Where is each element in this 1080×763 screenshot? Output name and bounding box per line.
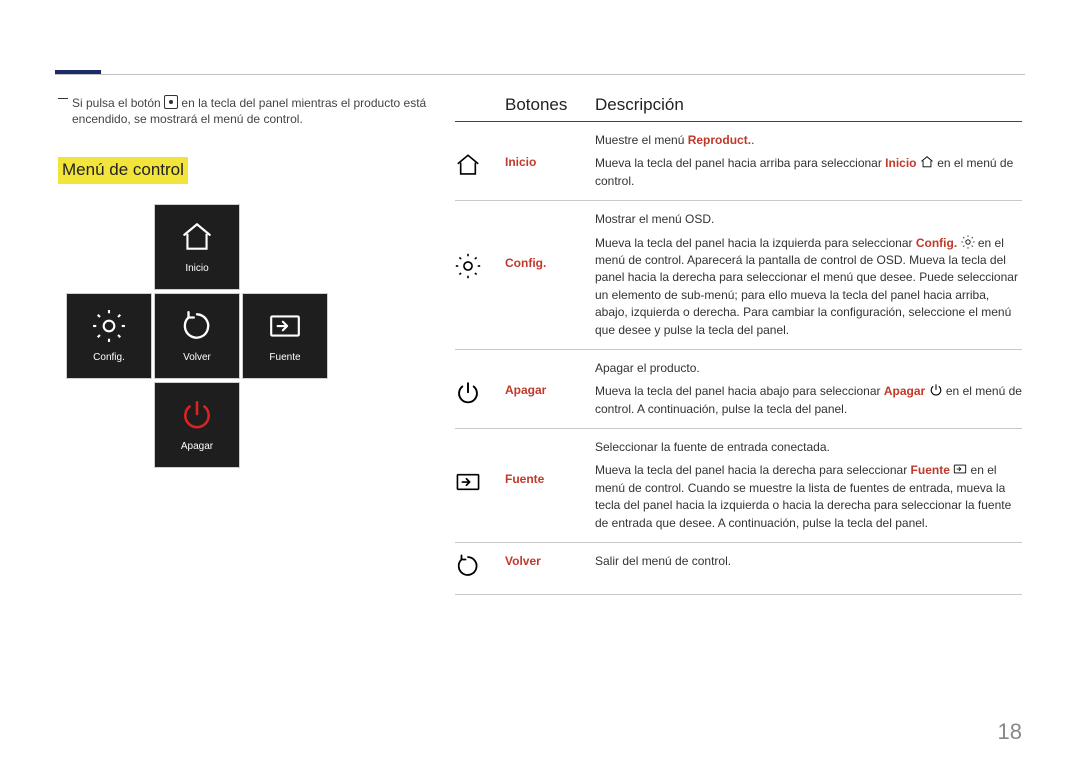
note-pre: Si pulsa el botón xyxy=(72,96,164,110)
row-icon xyxy=(455,360,505,418)
table-row: Volver Salir del menú de control. xyxy=(455,543,1022,595)
table-row: Fuente Seleccionar la fuente de entrada … xyxy=(455,429,1022,543)
tile-apagar-label: Apagar xyxy=(181,440,213,454)
tile-apagar: Apagar xyxy=(154,382,240,468)
table-row: Config. Mostrar el menú OSD. Mueva la te… xyxy=(455,201,1022,350)
tile-volver-label: Volver xyxy=(183,351,211,365)
left-column: Si pulsa el botón en la tecla del panel … xyxy=(58,95,428,484)
control-menu-diagram: Inicio Config. Volver Fuente Apagar xyxy=(58,204,338,484)
source-icon xyxy=(268,309,302,343)
th-botones: Botones xyxy=(505,95,595,115)
tile-inicio-label: Inicio xyxy=(185,262,208,276)
home-icon xyxy=(180,220,214,254)
page-number: 18 xyxy=(998,719,1022,745)
panel-key-icon xyxy=(164,95,178,109)
row-desc: Seleccionar la fuente de entrada conecta… xyxy=(595,439,1022,532)
row-icon xyxy=(455,211,505,339)
row-icon xyxy=(455,132,505,190)
bullet-dash xyxy=(58,98,68,99)
table-head: Botones Descripción xyxy=(455,95,1022,122)
row-desc: Salir del menú de control. xyxy=(595,553,1022,584)
row-label: Apagar xyxy=(505,360,595,418)
return-icon xyxy=(180,309,214,343)
row-icon xyxy=(455,553,505,584)
section-title: Menú de control xyxy=(58,157,188,184)
gear-icon xyxy=(92,309,126,343)
row-icon xyxy=(455,439,505,532)
table-row: Apagar Apagar el producto. Mueva la tecl… xyxy=(455,350,1022,429)
tile-inicio: Inicio xyxy=(154,204,240,290)
intro-note: Si pulsa el botón en la tecla del panel … xyxy=(58,95,428,127)
home-icon xyxy=(920,155,934,169)
th-descripcion: Descripción xyxy=(595,95,1022,115)
row-label: Config. xyxy=(505,211,595,339)
row-desc: Mostrar el menú OSD. Mueva la tecla del … xyxy=(595,211,1022,339)
header-rule xyxy=(55,74,1025,75)
row-label: Volver xyxy=(505,553,595,584)
source-icon xyxy=(953,462,967,476)
row-desc: Muestre el menú Reproduct.. Mueva la tec… xyxy=(595,132,1022,190)
row-label: Inicio xyxy=(505,132,595,190)
power-icon xyxy=(180,398,214,432)
row-desc: Apagar el producto. Mueva la tecla del p… xyxy=(595,360,1022,418)
tile-volver: Volver xyxy=(154,293,240,379)
gear-icon xyxy=(961,235,975,249)
row-label: Fuente xyxy=(505,439,595,532)
table-row: Inicio Muestre el menú Reproduct.. Mueva… xyxy=(455,122,1022,201)
buttons-table: Botones Descripción Inicio Muestre el me… xyxy=(455,95,1022,595)
tile-config-label: Config. xyxy=(93,351,125,365)
power-icon xyxy=(929,383,943,397)
tile-fuente-label: Fuente xyxy=(269,351,300,365)
tile-config: Config. xyxy=(66,293,152,379)
tile-fuente: Fuente xyxy=(242,293,328,379)
